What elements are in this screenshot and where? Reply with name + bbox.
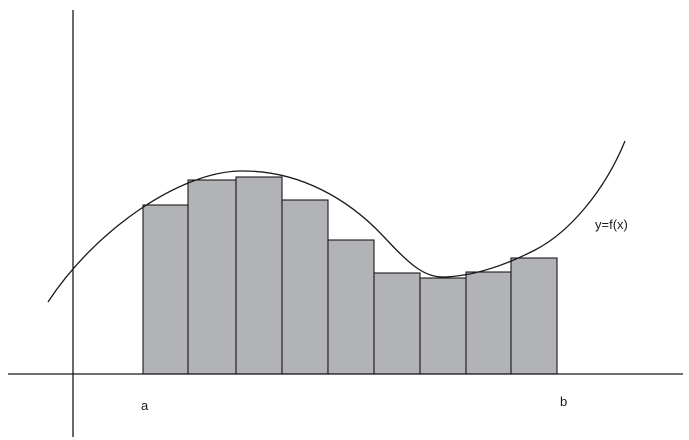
rectangle-2 bbox=[187, 179, 237, 375]
rectangle-8 bbox=[465, 271, 512, 375]
rectangle-5 bbox=[327, 239, 375, 375]
rectangle-9 bbox=[510, 257, 558, 375]
rectangle-6 bbox=[373, 272, 421, 375]
rectangle-3 bbox=[235, 176, 283, 375]
rectangle-4 bbox=[281, 199, 329, 375]
rectangles bbox=[142, 176, 558, 375]
curve-label: y=f(x) bbox=[595, 217, 628, 232]
function-curve bbox=[47, 140, 626, 303]
rectangle-1 bbox=[142, 204, 189, 375]
rectangle-7 bbox=[419, 277, 467, 375]
label-b: b bbox=[560, 394, 567, 409]
label-a: a bbox=[141, 398, 149, 413]
